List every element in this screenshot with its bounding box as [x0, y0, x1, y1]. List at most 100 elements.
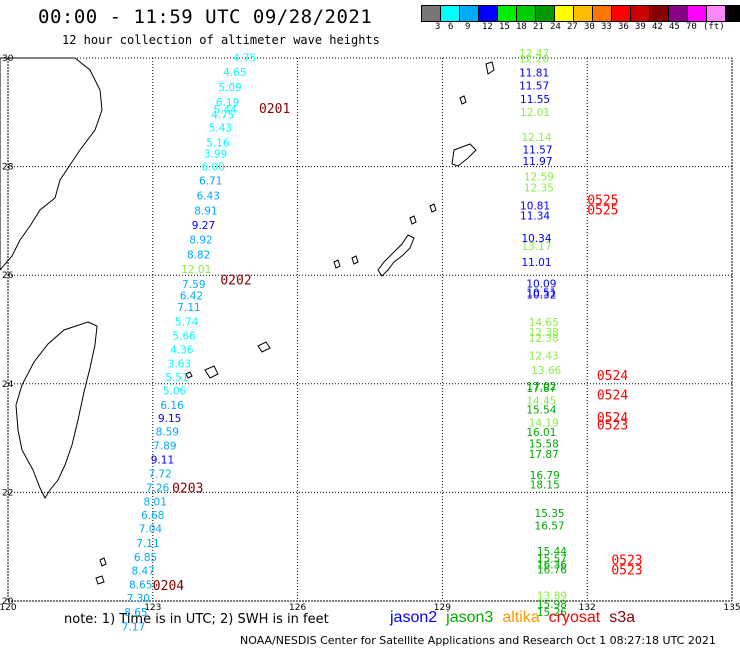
okinawa-coastline — [377, 234, 415, 277]
wave-height-value: 12.59 — [524, 172, 554, 184]
wave-height-value: 11.34 — [520, 210, 550, 222]
y-tick-label: 28 — [2, 163, 14, 173]
orbit-label: 0203 — [172, 481, 203, 496]
satellite-legend-item: jason2 — [390, 609, 438, 626]
wave-height-value: 11.55 — [520, 94, 550, 106]
wave-height-value: 8.65 — [124, 607, 147, 619]
lat-lon-grid — [7, 57, 733, 602]
legend-label: 70 — [686, 22, 697, 32]
legend-label: 27 — [567, 22, 578, 32]
wave-height-value: 15.57 — [537, 553, 567, 565]
wave-height-value: 15.58 — [529, 438, 559, 450]
orbit-label: 0523 — [611, 563, 642, 578]
wave-height-value: 10.81 — [520, 200, 550, 212]
wave-height-value: 16.01 — [526, 427, 556, 439]
tanegashima-island — [485, 61, 495, 75]
legend-label: 18 — [516, 22, 527, 32]
wave-height-value: 7.11 — [136, 538, 159, 550]
small-island-2 — [333, 259, 341, 269]
wave-height-value: 11.97 — [522, 156, 552, 168]
wave-height-value: 11.81 — [519, 67, 549, 79]
wave-height-value: 16.57 — [535, 520, 565, 532]
map-frame — [7, 57, 733, 602]
wave-height-value: 18.15 — [530, 480, 560, 492]
babuyan-island — [95, 575, 105, 585]
wave-height-value: 13.17 — [521, 241, 551, 253]
wave-height-value: 12.01 — [520, 107, 550, 119]
wave-height-value: 8.59 — [156, 426, 179, 438]
wave-height-value: 11.57 — [522, 145, 552, 157]
small-island-4 — [429, 203, 437, 213]
wave-height-value: 11.57 — [519, 80, 549, 92]
yonaguni-island — [185, 371, 193, 379]
wave-height-value: 12.01 — [181, 264, 211, 276]
legend-label: 21 — [533, 22, 544, 32]
orbit-label: 0523 — [597, 418, 628, 433]
wave-height-value: 6.43 — [197, 191, 220, 203]
orbit-label: 0202 — [220, 273, 251, 288]
wave-height-value: 12.38 — [529, 333, 559, 345]
orbit-label: 0524 — [597, 411, 628, 426]
wave-height-value: 7.04 — [139, 524, 163, 536]
wave-height-value: 16.76 — [537, 564, 567, 576]
legend-label: 33 — [601, 22, 612, 32]
wave-height-value: 7.26 — [146, 482, 170, 494]
wave-height-value: 4.75 — [211, 109, 234, 121]
legend-label: 12 — [482, 22, 493, 32]
wave-height-value: 5.09 — [218, 82, 241, 94]
wave-height-value: 8.65 — [129, 580, 152, 592]
wave-height-value: 5.43 — [209, 122, 232, 134]
orbit-label: 0523 — [611, 554, 642, 569]
wave-height-value: 6.71 — [199, 176, 222, 188]
small-island-1 — [351, 255, 359, 265]
satellite-legend-item: cryosat — [548, 609, 601, 626]
wave-height-value: 12.47 — [519, 48, 549, 60]
wave-height-value: 5.06 — [163, 386, 187, 398]
wave-height-value: 6.16 — [160, 400, 184, 412]
miyako-island — [257, 341, 271, 353]
wave-height-value: 16.79 — [530, 470, 560, 482]
wave-height-value: 4.65 — [223, 67, 246, 79]
wave-height-value: 10.51 — [526, 287, 556, 299]
legend-label: (ft) — [703, 22, 725, 32]
wave-height-value: 15.54 — [526, 405, 556, 417]
satellite-legend-item: altika — [502, 609, 540, 626]
wave-height-value: 9.15 — [158, 413, 181, 425]
wave-height-value: 4.36 — [170, 344, 194, 356]
y-tick-label: 20 — [2, 597, 14, 607]
wave-height-value: 10.32 — [526, 290, 556, 302]
orbit-label: 0201 — [259, 102, 290, 117]
yaeyama-island — [204, 365, 219, 379]
wave-height-value: 10.09 — [526, 279, 556, 291]
wave-height-value: 7.11 — [177, 302, 200, 314]
wave-height-value: 17.87 — [526, 383, 556, 395]
satellite-legend-item: s3a — [609, 609, 636, 626]
batanes-island — [99, 557, 107, 567]
wave-height-value: 5.74 — [175, 317, 199, 329]
wave-height-value: 5.44 — [214, 104, 238, 116]
page-title: 00:00 - 11:59 UTC 09/28/2021 — [38, 6, 373, 28]
wave-height-value: 3.99 — [204, 148, 227, 160]
legend-label: 42 — [652, 22, 663, 32]
wave-height-value: 15.35 — [535, 508, 565, 520]
legend-label: 45 — [669, 22, 680, 32]
legend-label: 3 — [435, 22, 441, 32]
wave-height-value: 7.17 — [122, 621, 145, 633]
wave-height-value: 12.43 — [529, 350, 559, 362]
wave-height-value: 8.82 — [187, 249, 210, 261]
wave-height-value: 9.27 — [192, 220, 215, 232]
wave-height-value: 3.63 — [168, 359, 191, 371]
x-tick-label: 129 — [434, 603, 451, 613]
legend-label: 6 — [448, 22, 454, 32]
wave-height-value: 14.65 — [529, 317, 559, 329]
wave-height-values: 4.754.655.096.195.444.755.435.163.996.00… — [122, 48, 568, 633]
wave-height-value: 6.00 — [201, 161, 224, 173]
x-tick-label: 135 — [723, 603, 740, 613]
wave-height-value: 4.75 — [233, 52, 256, 64]
orbit-label: 0525 — [587, 194, 618, 209]
wave-height-value: 7.89 — [153, 441, 176, 453]
wave-height-value: 13.66 — [531, 365, 561, 377]
wave-height-value: 5.16 — [206, 138, 230, 150]
wave-height-value: 10.34 — [521, 233, 551, 245]
small-island-3 — [409, 215, 417, 225]
